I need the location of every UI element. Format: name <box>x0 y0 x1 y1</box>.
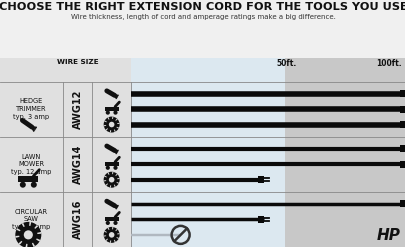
Wedge shape <box>104 176 107 178</box>
Bar <box>18 176 38 182</box>
Text: HEDGE
TRIMMER
typ. 3 amp: HEDGE TRIMMER typ. 3 amp <box>13 98 49 120</box>
Circle shape <box>113 166 117 170</box>
Text: CIRCULAR
SAW
typ 15 amp: CIRCULAR SAW typ 15 amp <box>12 209 51 230</box>
Text: HP: HP <box>376 228 400 243</box>
Bar <box>399 161 405 168</box>
Wedge shape <box>112 117 113 119</box>
Wedge shape <box>32 243 35 247</box>
Circle shape <box>15 222 41 247</box>
Wedge shape <box>15 236 19 238</box>
Wedge shape <box>105 128 108 131</box>
Bar <box>258 216 264 223</box>
Wedge shape <box>34 225 38 229</box>
Wedge shape <box>117 178 119 179</box>
Wedge shape <box>117 233 119 234</box>
Wedge shape <box>113 185 115 187</box>
Bar <box>131 58 284 82</box>
Bar <box>0 0 405 58</box>
Bar <box>258 176 264 183</box>
Wedge shape <box>107 117 109 120</box>
Bar <box>104 107 118 111</box>
Wedge shape <box>103 235 106 237</box>
Wedge shape <box>21 223 25 227</box>
Circle shape <box>109 177 114 183</box>
Bar <box>104 217 118 221</box>
Bar <box>284 58 405 82</box>
Circle shape <box>24 230 33 239</box>
Circle shape <box>31 182 37 188</box>
Text: Wire thickness, length of cord and amperage ratings make a big difference.: Wire thickness, length of cord and amper… <box>70 14 335 20</box>
Wedge shape <box>116 237 119 239</box>
Wedge shape <box>115 229 117 231</box>
Wedge shape <box>116 182 119 184</box>
Wedge shape <box>105 239 108 241</box>
Bar <box>399 145 405 152</box>
Wedge shape <box>113 129 115 132</box>
Circle shape <box>105 166 110 170</box>
Wedge shape <box>116 127 119 129</box>
Circle shape <box>113 110 117 115</box>
Wedge shape <box>104 121 107 122</box>
Text: AWG12: AWG12 <box>72 89 82 129</box>
Text: 50ft.: 50ft. <box>276 59 296 68</box>
Bar <box>399 90 405 97</box>
Circle shape <box>105 221 110 225</box>
Wedge shape <box>37 232 41 234</box>
Wedge shape <box>110 130 111 132</box>
Wedge shape <box>26 244 28 247</box>
Bar <box>399 121 405 128</box>
Text: CHOOSE THE RIGHT EXTENSION CORD FOR THE TOOLS YOU USE: CHOOSE THE RIGHT EXTENSION CORD FOR THE … <box>0 2 405 12</box>
Text: WIRE SIZE: WIRE SIZE <box>57 59 98 65</box>
Text: 100ft.: 100ft. <box>375 59 401 68</box>
Circle shape <box>105 110 110 115</box>
Wedge shape <box>19 241 22 245</box>
Bar <box>284 82 405 247</box>
Text: AWG14: AWG14 <box>72 144 82 184</box>
Wedge shape <box>105 183 108 186</box>
Circle shape <box>103 172 119 188</box>
Circle shape <box>20 182 26 188</box>
Circle shape <box>109 232 114 238</box>
Wedge shape <box>112 172 113 174</box>
Wedge shape <box>115 119 117 121</box>
Wedge shape <box>115 174 117 176</box>
Wedge shape <box>113 240 115 242</box>
Circle shape <box>103 227 119 243</box>
Wedge shape <box>29 222 31 226</box>
Wedge shape <box>103 125 106 126</box>
Wedge shape <box>112 227 113 229</box>
Wedge shape <box>103 180 106 182</box>
Bar <box>399 105 405 113</box>
Text: LAWN
MOWER
typ. 12 amp: LAWN MOWER typ. 12 amp <box>11 153 51 175</box>
Circle shape <box>103 117 119 133</box>
Bar <box>399 201 405 207</box>
Wedge shape <box>16 228 21 231</box>
Wedge shape <box>36 238 40 242</box>
Wedge shape <box>107 227 109 230</box>
Bar <box>131 82 284 247</box>
Circle shape <box>113 221 117 225</box>
Text: AWG16: AWG16 <box>72 200 82 239</box>
Wedge shape <box>110 240 111 243</box>
Bar <box>0 58 405 82</box>
Circle shape <box>109 122 114 127</box>
Wedge shape <box>104 231 107 233</box>
Wedge shape <box>117 123 119 124</box>
Bar <box>104 162 118 166</box>
Wedge shape <box>107 172 109 175</box>
Wedge shape <box>110 185 111 188</box>
